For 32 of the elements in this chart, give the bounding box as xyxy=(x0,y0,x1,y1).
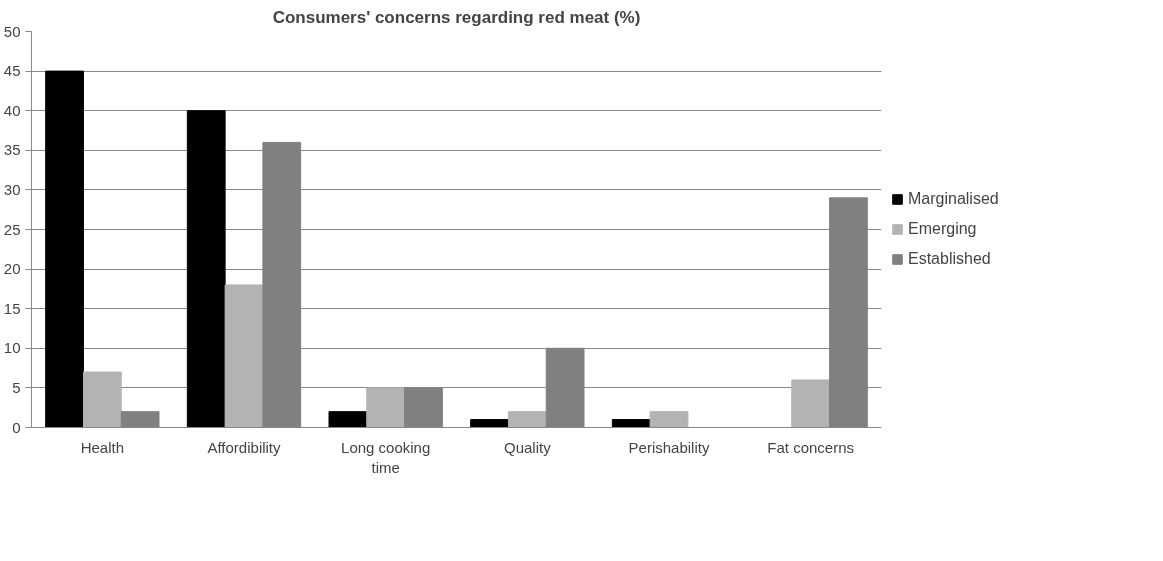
x-tick-label: Quality xyxy=(503,438,552,456)
bar xyxy=(224,284,264,428)
x-tick-label: Long cooking time xyxy=(341,438,431,476)
y-tick-label: 40 xyxy=(3,101,21,119)
x-tick-label: Affordibility xyxy=(207,438,282,456)
y-tick-label: 15 xyxy=(3,299,21,317)
bar xyxy=(45,70,84,428)
y-tick-label: 35 xyxy=(3,141,21,159)
y-tick-label: 20 xyxy=(3,260,21,278)
y-tick-label: 50 xyxy=(3,22,21,40)
x-tick-label: Fat concerns xyxy=(767,438,855,456)
bar xyxy=(366,387,406,428)
bar xyxy=(82,371,122,428)
y-tick-label: 45 xyxy=(3,62,21,80)
bar xyxy=(328,411,368,428)
y-tick-label: 0 xyxy=(12,418,21,436)
x-tick-label: Perishability xyxy=(628,438,710,456)
bar xyxy=(791,379,831,428)
bar xyxy=(611,419,651,428)
legend-label: Emerging xyxy=(908,220,977,238)
legend-label: Marginalised xyxy=(908,190,999,208)
x-tick-label: Health xyxy=(80,438,125,456)
chart-title: Consumers' concerns regarding red meat (%) xyxy=(272,7,641,27)
y-tick-label: 25 xyxy=(3,220,21,238)
bar xyxy=(470,419,509,428)
legend-label: Established xyxy=(908,250,991,268)
y-tick-label: 10 xyxy=(3,339,21,357)
bar xyxy=(507,411,547,428)
bar xyxy=(186,110,226,428)
y-tick-label: 5 xyxy=(12,378,21,396)
y-tick-label: 30 xyxy=(3,180,21,198)
bar xyxy=(649,411,689,428)
